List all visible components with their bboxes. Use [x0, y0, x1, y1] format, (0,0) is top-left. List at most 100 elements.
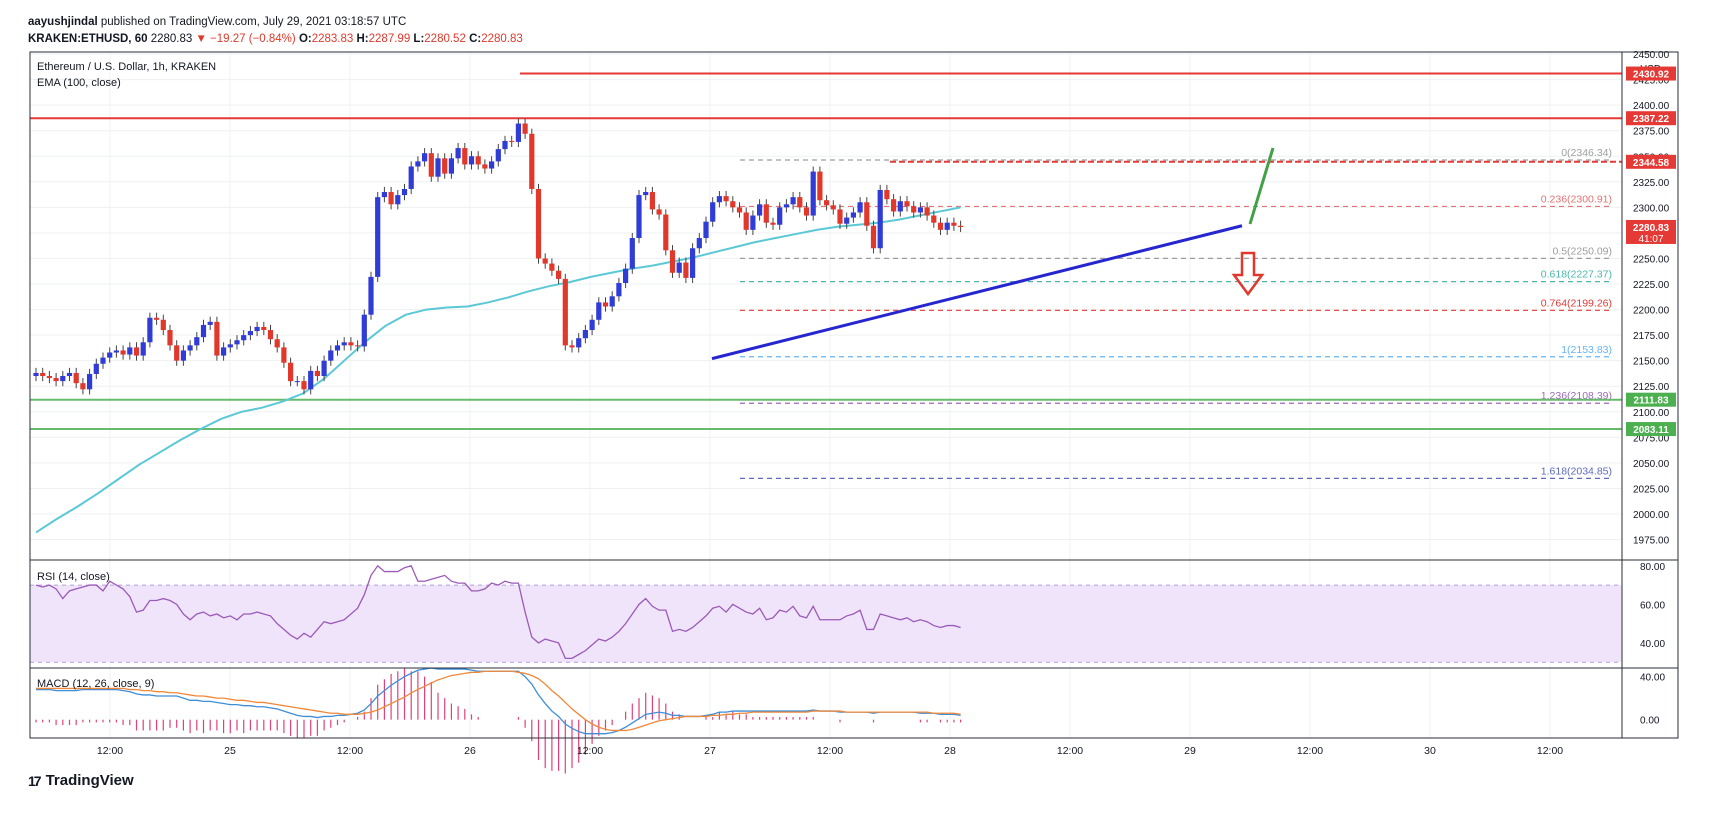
price-tag [1626, 154, 1676, 169]
candle-body [904, 201, 910, 207]
candle-body [958, 225, 964, 227]
candle-body [716, 196, 722, 203]
fib-label-0: 0(2346.34) [1561, 147, 1612, 159]
candle-body [582, 330, 588, 339]
candle-body [844, 217, 850, 224]
candle-body [180, 350, 186, 361]
price-tag [1626, 219, 1676, 244]
fib-retracement: 0(2346.34) 0.236(2300.91) 0.5(2250.09) 0.61… [740, 147, 1612, 479]
candle-body [482, 164, 488, 169]
countdown-label: 41:07 [1638, 234, 1663, 245]
candle-body [147, 317, 153, 343]
ema-legend[interactable]: EMA (100, close) [37, 77, 121, 89]
candle-body [207, 321, 213, 325]
brand-name: TradingView [45, 772, 134, 789]
candle-body [100, 357, 106, 364]
price-tick-label: 2375.00 [1633, 127, 1670, 138]
fib-label-0.5: 0.5(2250.09) [1552, 245, 1612, 257]
candle-body [442, 158, 448, 174]
candle-body [857, 202, 863, 213]
candle-body [770, 222, 776, 225]
macd-legend[interactable]: MACD (12, 26, close, 9) [37, 678, 155, 690]
candle-body [355, 345, 361, 347]
candle-body [254, 326, 260, 332]
candle-body [723, 196, 729, 202]
candle-body [321, 360, 327, 377]
candle-body [428, 153, 434, 177]
candle-body [261, 326, 267, 331]
candle-body [281, 347, 287, 363]
open-label: O: [298, 33, 312, 45]
chart-title[interactable]: Ethereum / U.S. Dollar, 1h, KRAKEN [37, 61, 217, 73]
rsi-tick-label: 60.00 [1640, 600, 1665, 611]
candle-body [830, 205, 836, 210]
price-tag-label: 2280.83 [1633, 223, 1670, 234]
symbol-name: KRAKEN:ETHUSD, 60 [28, 33, 148, 45]
candle-body [649, 192, 655, 210]
price-tick-label: 2075.00 [1633, 433, 1670, 444]
x-tick-label: 12:00 [817, 745, 843, 757]
candle-body [911, 206, 917, 213]
fib-label-0.764: 0.764(2199.26) [1541, 297, 1612, 309]
candle-body [810, 171, 816, 216]
author-name[interactable]: aayushjindal [28, 16, 98, 28]
candle-body [308, 370, 314, 390]
candle-body [194, 337, 200, 346]
candle-body [368, 276, 374, 315]
candle-body [93, 363, 99, 374]
ema-100-line [35, 206, 961, 534]
candle-body [221, 347, 227, 356]
candle-body [897, 201, 903, 212]
candle-body [422, 153, 428, 162]
candle-body [388, 192, 394, 205]
candle-body [884, 189, 890, 200]
candle-body [375, 197, 381, 277]
candle-body [663, 214, 669, 251]
candle-body [468, 156, 475, 165]
price-tag [1626, 422, 1676, 437]
close-value: 2280.83 [481, 33, 523, 45]
signal-line [36, 670, 961, 732]
price-tick-label: 2025.00 [1633, 484, 1670, 495]
price-tick-label: 2425.00 [1633, 76, 1670, 87]
tradingview-footer[interactable]: 17 TradingView [28, 772, 134, 789]
candle-body [267, 330, 274, 340]
candle-body [341, 342, 347, 346]
price-tick-label: 2325.00 [1633, 178, 1670, 189]
candle-body [623, 268, 629, 284]
x-tick-label: 12:00 [1057, 745, 1083, 757]
candle-body [87, 373, 93, 390]
rsi-line [35, 564, 961, 660]
bullish-arrow [1248, 147, 1275, 225]
fib-label-0.236: 0.236(2300.91) [1541, 193, 1612, 205]
candle-body [66, 372, 73, 377]
candle-body [797, 197, 803, 208]
candle-body [301, 381, 307, 390]
price-tick-label: 2400.00 [1633, 101, 1670, 112]
x-tick-label: 25 [224, 745, 236, 757]
candle-body [864, 202, 870, 226]
candle-body [154, 317, 160, 320]
candle-body [435, 158, 441, 177]
candle-body [60, 376, 66, 382]
rsi-pane [30, 564, 1622, 663]
x-tick-label: 12:00 [1297, 745, 1323, 757]
price-tick-label: 2250.00 [1633, 254, 1670, 265]
price-change: ▼ −19.27 (−0.84%) [195, 33, 296, 45]
rsi-legend[interactable]: RSI (14, close) [37, 571, 110, 583]
candle-body [495, 149, 501, 162]
candle-body [334, 345, 341, 351]
candle-body [736, 207, 743, 213]
time-axis: 12:00 25 12:00 26 12:00 27 12:00 28 12:00 29 12:00… [97, 745, 1563, 757]
x-tick-label: 12:00 [1537, 745, 1563, 757]
candle-body [703, 221, 709, 239]
candle-body [53, 378, 59, 382]
candle-body [750, 215, 756, 230]
trend-line [711, 224, 1243, 361]
price-tick-label: 1975.00 [1633, 536, 1670, 547]
candle-body [502, 140, 508, 150]
candle-body [46, 376, 52, 379]
candle-body [944, 222, 950, 230]
x-tick-label: 12:00 [97, 745, 123, 757]
